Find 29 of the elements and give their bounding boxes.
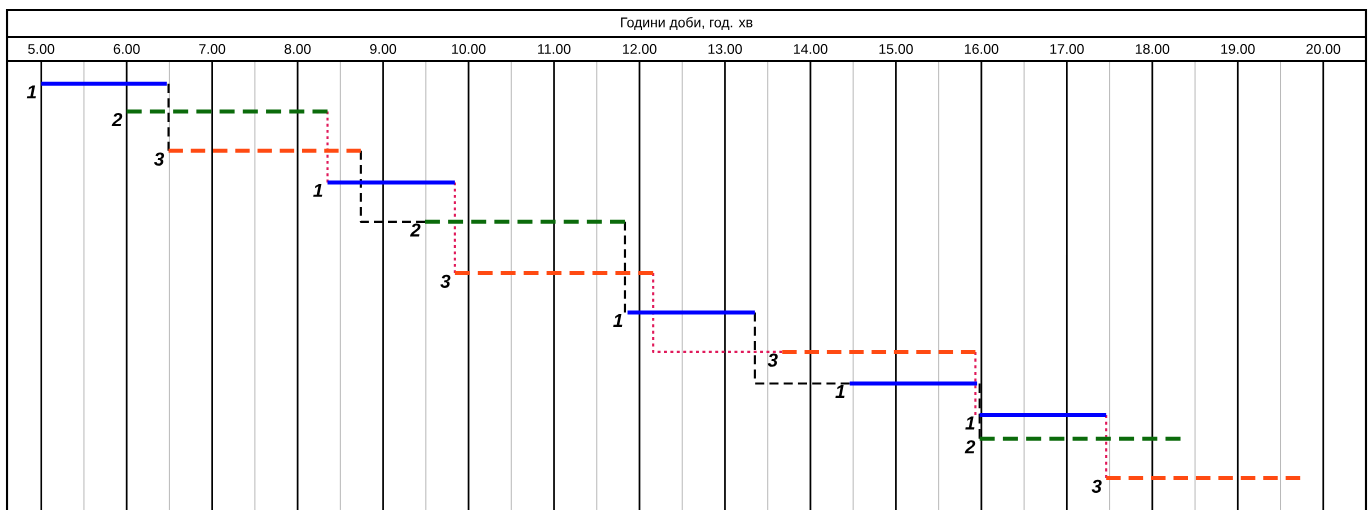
series-label: 2 (410, 223, 421, 237)
x-tick-label: 7.00 (199, 44, 226, 54)
x-tick-label: 11.00 (538, 44, 571, 54)
x-tick-label: 14.00 (793, 44, 828, 54)
x-tick-label: 10.00 (452, 44, 486, 54)
x-tick-label: 6.00 (113, 44, 140, 54)
x-tick-label: 20.00 (1306, 44, 1341, 54)
series-label: 3 (154, 152, 165, 166)
x-tick-label: 15.00 (879, 44, 913, 54)
series-label: 1 (313, 184, 323, 197)
x-tick-label: 18.00 (1135, 44, 1170, 54)
x-tick-label: 9.00 (370, 44, 397, 54)
x-tick-label: 5.00 (28, 44, 55, 54)
series-label: 2 (111, 113, 123, 127)
x-tick-label: 13.00 (708, 44, 742, 54)
series-label: 1 (965, 416, 975, 430)
series-label: 3 (1091, 479, 1102, 493)
series-label: 3 (440, 274, 451, 288)
series-label: 3 (767, 353, 778, 367)
series-label: 1 (835, 385, 845, 398)
x-tick-label: 12.00 (623, 44, 657, 54)
series-label: 2 (964, 440, 976, 454)
x-tick-label: 19.00 (1221, 44, 1255, 54)
x-tick-label: 8.00 (284, 44, 311, 54)
x-tick-label: 16.00 (964, 44, 999, 54)
x-axis-title: Години доби, год. хв (621, 16, 753, 31)
series-label: 1 (26, 85, 36, 99)
x-tick-label: 17.00 (1050, 44, 1084, 54)
series-label: 1 (613, 314, 623, 327)
